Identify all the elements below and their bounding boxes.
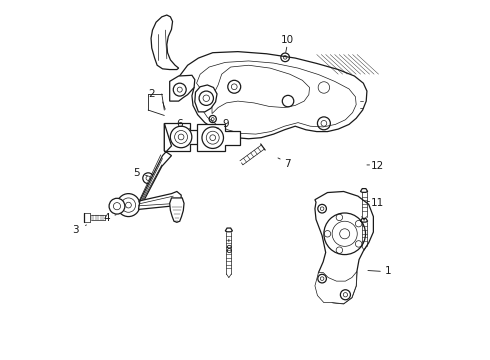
Text: 11: 11 xyxy=(371,198,384,208)
Polygon shape xyxy=(139,192,181,210)
Polygon shape xyxy=(315,271,357,304)
Text: 10: 10 xyxy=(281,35,294,45)
Polygon shape xyxy=(139,123,172,210)
Polygon shape xyxy=(151,15,179,69)
Text: 4: 4 xyxy=(103,213,110,222)
Circle shape xyxy=(171,126,192,148)
Polygon shape xyxy=(195,85,217,112)
Polygon shape xyxy=(170,75,195,101)
Text: 6: 6 xyxy=(176,120,183,129)
Text: 3: 3 xyxy=(73,225,79,235)
Circle shape xyxy=(318,204,326,213)
Circle shape xyxy=(324,213,366,255)
Polygon shape xyxy=(196,124,240,151)
Circle shape xyxy=(202,127,223,148)
Text: 7: 7 xyxy=(284,159,291,169)
Text: 12: 12 xyxy=(371,161,384,171)
Polygon shape xyxy=(315,192,373,304)
Text: 2: 2 xyxy=(148,89,155,99)
Text: 9: 9 xyxy=(222,120,229,129)
Polygon shape xyxy=(164,123,200,150)
Polygon shape xyxy=(177,51,367,139)
Polygon shape xyxy=(170,198,184,222)
Text: 1: 1 xyxy=(385,266,392,276)
Circle shape xyxy=(318,274,326,283)
Circle shape xyxy=(117,194,140,217)
Circle shape xyxy=(341,290,350,300)
Text: 8: 8 xyxy=(225,245,231,255)
Circle shape xyxy=(109,198,125,214)
Circle shape xyxy=(143,173,153,184)
Text: 5: 5 xyxy=(133,168,140,178)
